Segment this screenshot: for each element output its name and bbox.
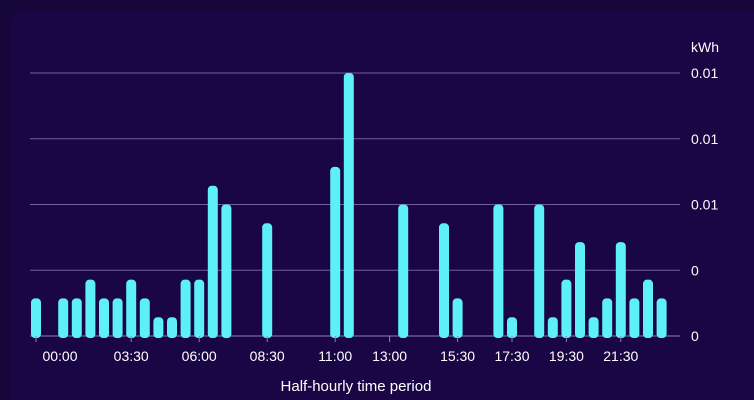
bar[interactable] xyxy=(547,317,558,338)
bar[interactable] xyxy=(194,279,205,338)
y-tick-label: 0 xyxy=(691,328,699,344)
x-tick-label: 13:00 xyxy=(372,348,407,364)
bar[interactable] xyxy=(71,298,82,338)
gridlines xyxy=(30,72,680,337)
bar[interactable] xyxy=(588,317,599,338)
bar[interactable] xyxy=(139,298,150,338)
bar[interactable] xyxy=(262,223,273,338)
bar[interactable] xyxy=(602,298,613,338)
x-axis-ticks: 00:00 03:30 06:00 08:30 11:00 13:00 15:30 17:30… xyxy=(35,336,639,364)
bar[interactable] xyxy=(31,298,41,338)
y-tick-label: 0.01 xyxy=(691,197,718,213)
x-tick-label: 19:30 xyxy=(549,348,584,364)
bar[interactable] xyxy=(85,279,96,338)
y-tick-label: 0 xyxy=(691,262,699,278)
bar[interactable] xyxy=(153,317,164,338)
x-tick-label: 21:30 xyxy=(603,348,638,364)
bars xyxy=(31,73,667,338)
bar[interactable] xyxy=(439,223,449,338)
bar[interactable] xyxy=(534,204,545,339)
y-axis-ticks: 0 0 0.01 0.01 0.01 xyxy=(691,65,718,344)
bar[interactable] xyxy=(656,298,667,338)
x-axis-title: Half-hourly time period xyxy=(281,378,432,395)
bar[interactable] xyxy=(629,298,640,338)
bar[interactable] xyxy=(126,279,137,338)
x-tick-label: 11:00 xyxy=(318,348,352,364)
x-tick-label: 06:00 xyxy=(182,348,217,364)
bar[interactable] xyxy=(112,298,123,338)
y-axis-unit-label: kWh xyxy=(691,39,719,55)
bar[interactable] xyxy=(575,242,585,338)
x-tick-label: 03:30 xyxy=(114,348,149,364)
bar[interactable] xyxy=(507,317,517,338)
x-tick-label: 15:30 xyxy=(440,348,475,364)
bar[interactable] xyxy=(452,298,463,338)
bar[interactable] xyxy=(561,279,572,338)
bar[interactable] xyxy=(167,317,177,338)
bar[interactable] xyxy=(615,242,626,338)
bar[interactable] xyxy=(99,298,109,338)
bar[interactable] xyxy=(58,298,69,338)
y-tick-label: 0.01 xyxy=(691,131,718,147)
x-tick-label: 08:30 xyxy=(250,348,285,364)
bar[interactable] xyxy=(221,204,232,339)
bar[interactable] xyxy=(643,279,653,338)
y-tick-label: 0.01 xyxy=(691,65,718,81)
x-tick-label: 00:00 xyxy=(42,348,77,364)
bar[interactable] xyxy=(493,204,504,339)
x-tick-label: 17:30 xyxy=(494,348,529,364)
bar[interactable] xyxy=(398,204,409,339)
bar[interactable] xyxy=(343,73,354,338)
bar[interactable] xyxy=(207,185,218,338)
bar[interactable] xyxy=(330,166,341,338)
bar[interactable] xyxy=(180,279,191,338)
